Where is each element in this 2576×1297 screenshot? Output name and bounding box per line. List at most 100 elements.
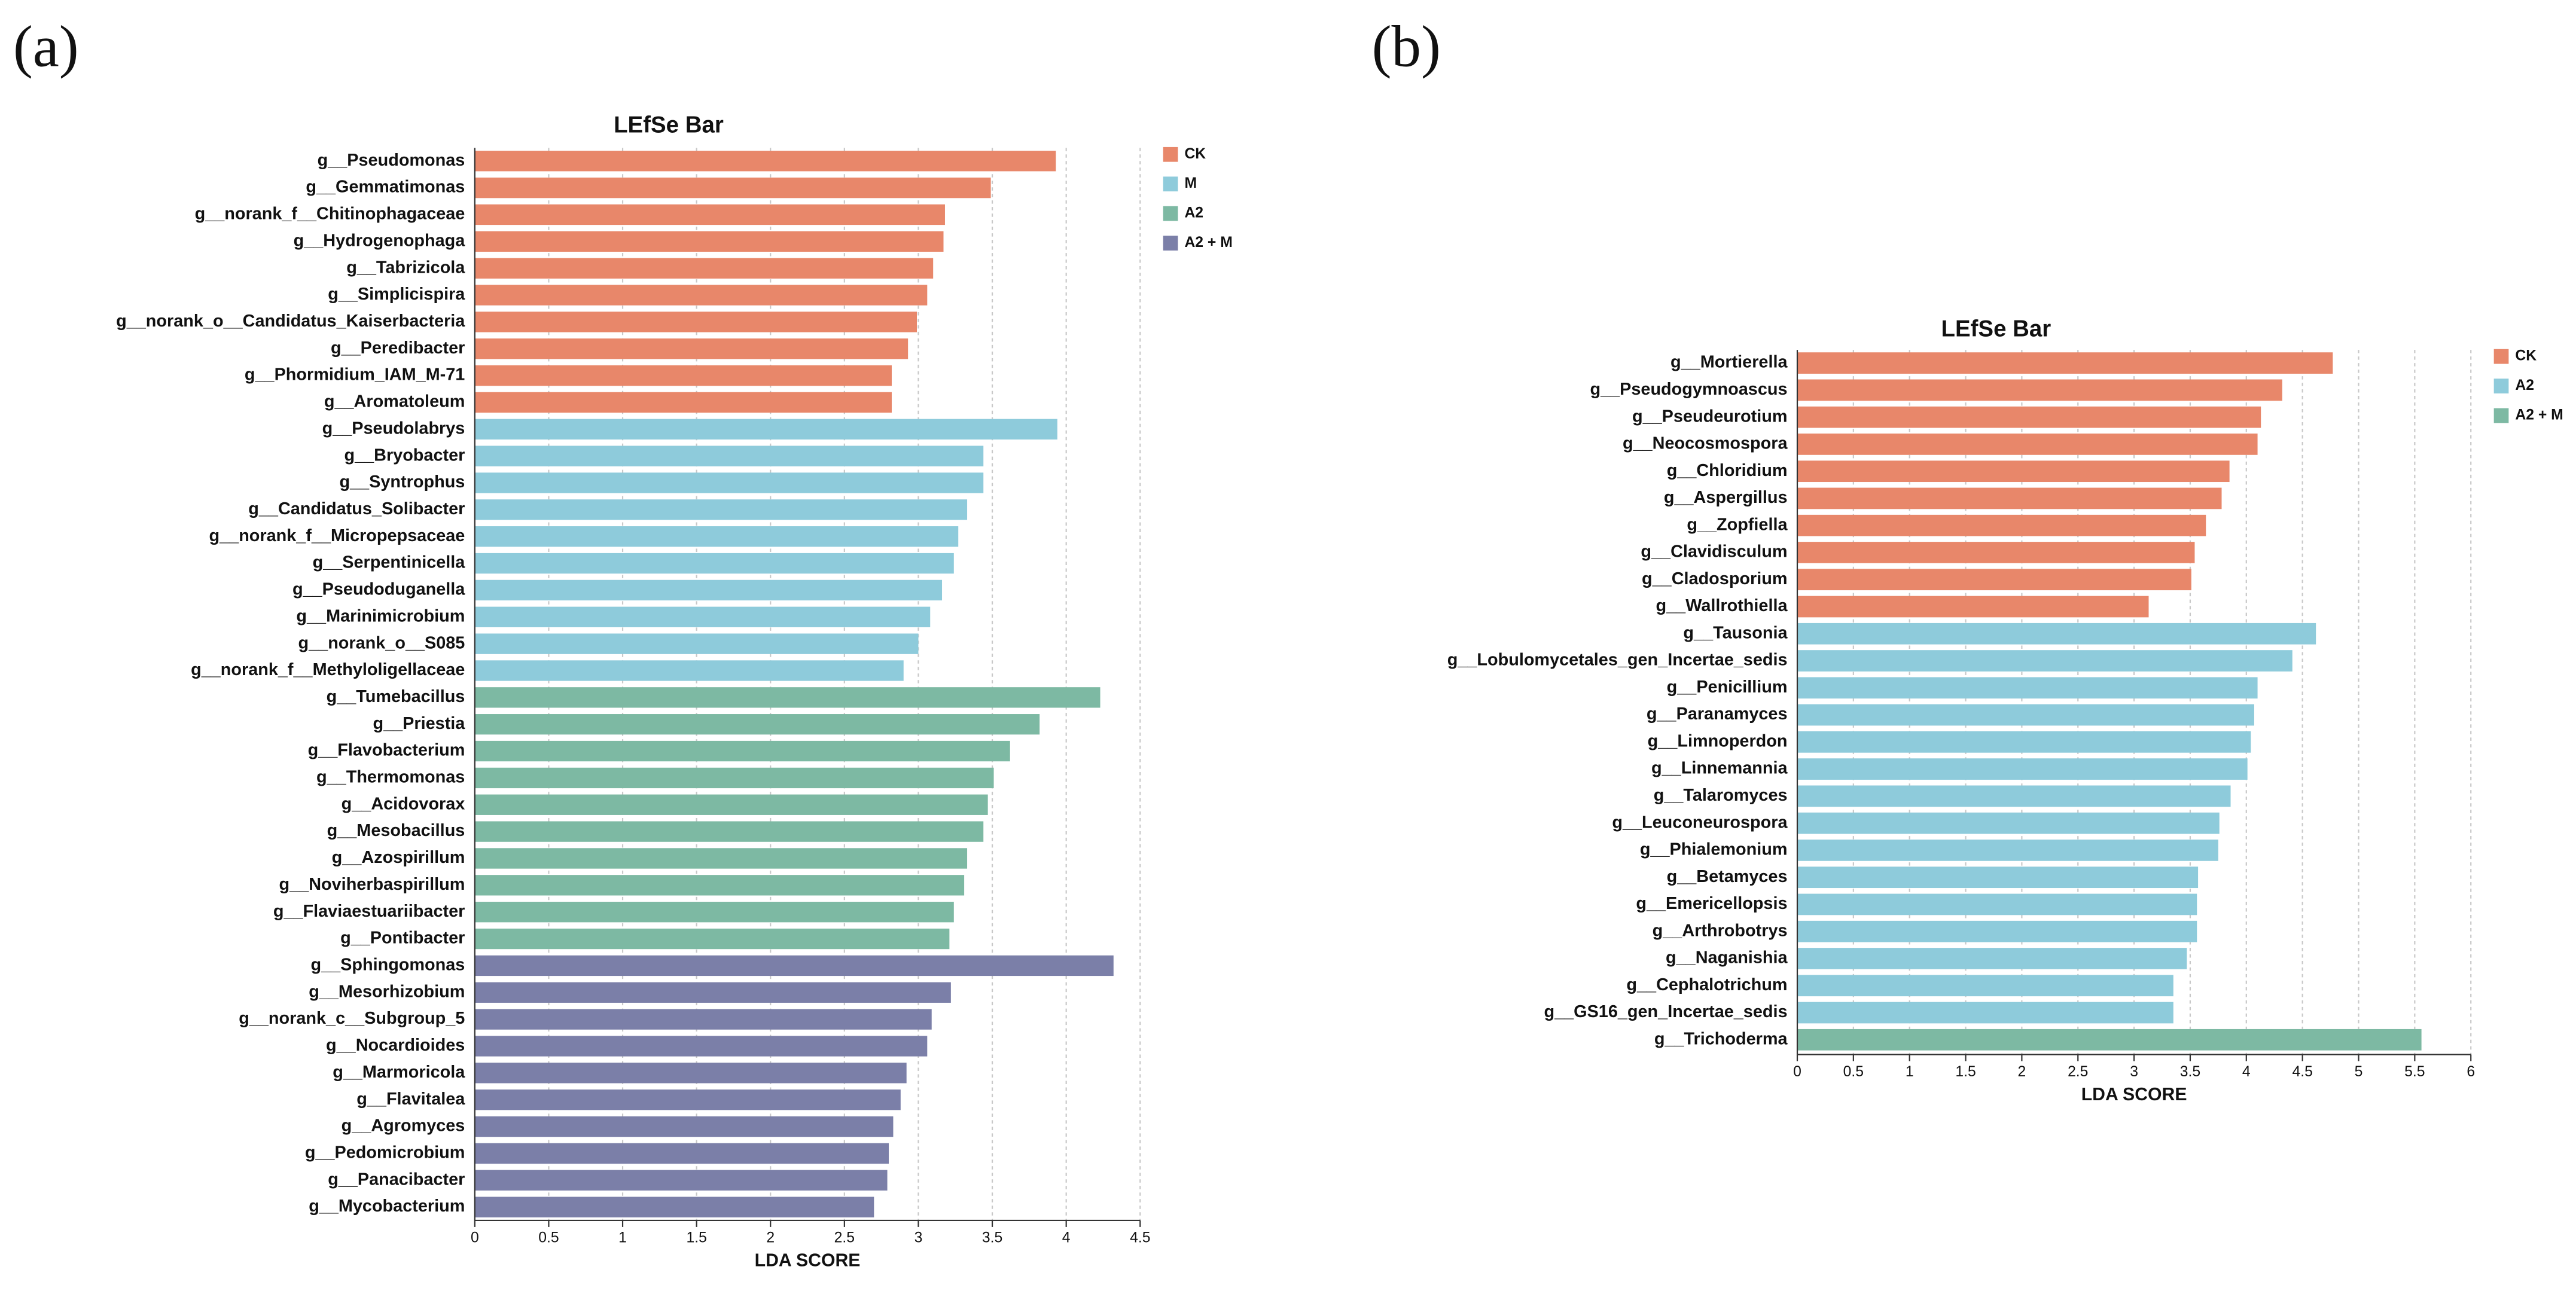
bar <box>474 606 931 627</box>
x-tick-label: 0.5 <box>538 1230 559 1246</box>
category-label: g__Nocardioides <box>326 1036 465 1055</box>
bar <box>474 1090 901 1110</box>
category-label: g__Mesobacillus <box>327 821 465 840</box>
x-tick-label: 4 <box>2242 1064 2251 1080</box>
bar <box>1797 920 2197 942</box>
category-label: g__Chloridium <box>1667 461 1788 480</box>
bar <box>1797 866 2199 889</box>
bar <box>474 553 954 574</box>
bar <box>1797 487 2222 509</box>
category-label: g__Simplicispira <box>328 285 465 304</box>
x-tick-label: 5.5 <box>2404 1064 2425 1080</box>
category-label: g__Tabrizicola <box>346 258 465 277</box>
bar <box>1797 569 2191 591</box>
chart-title: LEfSe Bar <box>614 112 724 138</box>
x-tick-label: 2 <box>766 1230 775 1246</box>
bar <box>474 472 984 493</box>
bar <box>474 1170 888 1191</box>
bar <box>1797 948 2187 969</box>
x-tick-label: 4.5 <box>2292 1064 2312 1080</box>
category-label: g__Bryobacter <box>344 445 465 465</box>
category-label: g__Zopfiella <box>1687 515 1788 534</box>
category-label: g__Mortierella <box>1670 353 1788 372</box>
category-label: g__Wallrothiella <box>1656 596 1788 615</box>
category-label: g__Tumebacillus <box>327 687 465 706</box>
x-tick-label: 2 <box>2018 1064 2026 1080</box>
legend-swatch <box>1163 147 1178 162</box>
category-label: g__Linnemannia <box>1651 759 1788 778</box>
legend-swatch <box>1163 176 1178 192</box>
category-label: g__Candidatus_Solibacter <box>248 499 465 518</box>
bar <box>1797 460 2230 483</box>
category-label: g__Pontibacter <box>340 929 465 948</box>
category-label: g__Aromatoleum <box>324 392 465 411</box>
category-label: g__Agromyces <box>342 1116 465 1136</box>
x-tick-label: 4.5 <box>1130 1230 1150 1246</box>
category-label: g__Azospirillum <box>332 848 465 867</box>
category-label: g__Peredibacter <box>331 338 465 358</box>
category-label: g__Cladosporium <box>1642 569 1787 588</box>
bar <box>474 285 928 306</box>
category-label: g__Serpentinicella <box>313 553 466 572</box>
bar <box>474 526 959 547</box>
category-label: g__Neocosmospora <box>1623 434 1788 453</box>
bar <box>474 312 917 332</box>
category-label: g__Flavobacterium <box>308 741 465 760</box>
bar <box>1797 785 2231 807</box>
legend-label: A2 + M <box>2515 407 2563 423</box>
bar <box>474 821 984 842</box>
bar <box>1797 622 2316 645</box>
chart-title: LEfSe Bar <box>1941 316 2051 341</box>
category-label: g__Pseudeurotium <box>1632 407 1788 426</box>
category-label: g__Phialemonium <box>1640 840 1788 859</box>
category-label: g__Priestia <box>373 714 466 733</box>
bar <box>1797 352 2333 374</box>
category-label: g__Cephalotrichum <box>1626 975 1787 994</box>
category-label: g__Penicillium <box>1667 678 1788 697</box>
bar <box>1797 596 2149 618</box>
category-label: g__Mesorhizobium <box>309 982 465 1001</box>
x-tick-label: 1.5 <box>686 1230 706 1246</box>
bar <box>474 714 1040 735</box>
category-label: g__Marmoricola <box>333 1063 465 1082</box>
x-tick-label: 4 <box>1062 1230 1071 1246</box>
x-tick-label: 5 <box>2355 1064 2363 1080</box>
category-label: g__Trichoderma <box>1654 1029 1788 1048</box>
bar <box>474 687 1100 708</box>
legend-swatch <box>2493 349 2509 364</box>
category-label: g__Clavidisculum <box>1641 542 1787 561</box>
bar <box>474 151 1056 172</box>
category-label: g__Hydrogenophaga <box>294 231 466 250</box>
category-label: g__Pseudolabrys <box>322 419 465 438</box>
bar <box>474 740 1010 762</box>
bar <box>474 204 945 225</box>
bar <box>1797 731 2251 753</box>
category-label: g__Pseudoduganella <box>292 580 465 599</box>
bar <box>1797 677 2258 699</box>
bar <box>474 231 944 252</box>
category-label: g__norank_f__Chitinophagaceae <box>195 205 465 224</box>
bar <box>474 794 988 815</box>
category-label: g__Pseudogymnoascus <box>1590 380 1787 399</box>
category-label: g__Acidovorax <box>342 794 465 813</box>
bar <box>474 258 934 279</box>
category-label: g__Mycobacterium <box>309 1197 465 1216</box>
category-label: g__norank_f__Micropepsaceae <box>209 526 465 545</box>
category-label: g__Panacibacter <box>328 1170 465 1189</box>
category-label: g__Emericellopsis <box>1636 894 1787 913</box>
legend-swatch <box>2493 379 2509 393</box>
bar <box>474 579 943 601</box>
x-tick-label: 1 <box>618 1230 627 1246</box>
bar <box>474 955 1114 976</box>
legend-label: CK <box>1184 146 1206 162</box>
category-label: g__Lobulomycetales_gen_Incertae_sedis <box>1447 651 1788 670</box>
bar <box>474 875 965 896</box>
x-tick-label: 0 <box>471 1230 479 1246</box>
bar <box>474 928 950 950</box>
category-label: g__Flavitalea <box>356 1090 465 1109</box>
bar <box>474 365 892 386</box>
bar <box>474 633 919 654</box>
category-label: g__Aspergillus <box>1664 488 1788 507</box>
bar <box>474 1036 928 1057</box>
